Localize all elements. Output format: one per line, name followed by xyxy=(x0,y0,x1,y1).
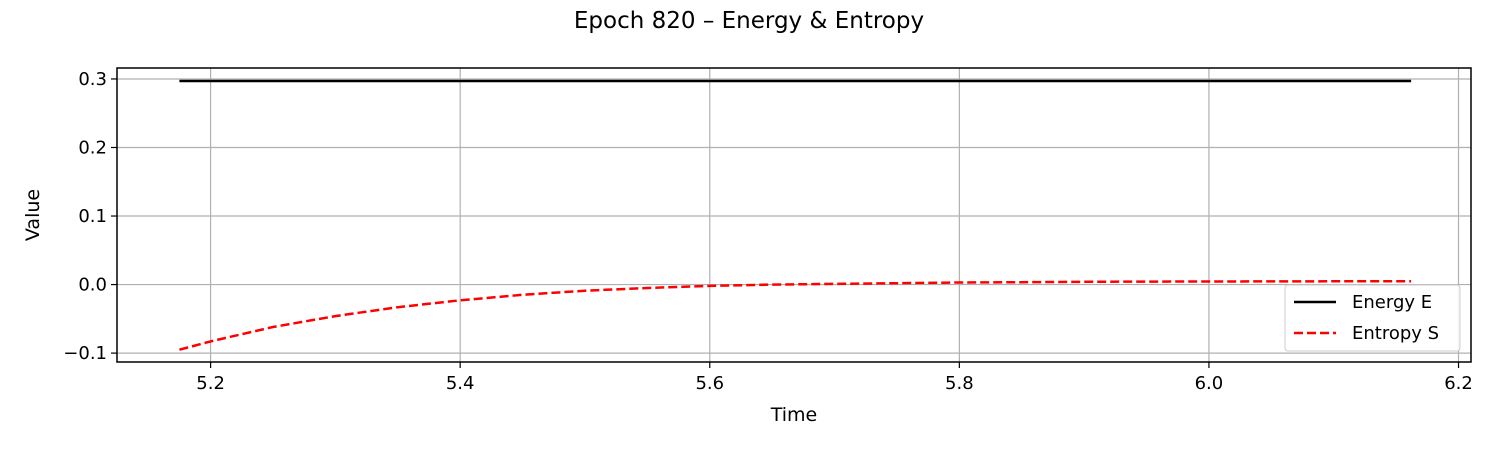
y-axis-title: Value xyxy=(22,189,44,241)
chart-title: Epoch 820 – Energy & Entropy xyxy=(574,8,924,34)
x-tick-label: 5.6 xyxy=(695,373,724,394)
grid-lines xyxy=(117,68,1471,362)
y-tick-label: 0.0 xyxy=(78,275,107,296)
y-axis: −0.1 0.0 0.1 0.2 0.3 xyxy=(63,69,117,364)
y-tick-label: −0.1 xyxy=(63,343,107,364)
legend: Energy E Entropy S xyxy=(1284,284,1461,352)
y-tick-label: 0.2 xyxy=(78,137,107,158)
legend-label-entropy: Entropy S xyxy=(1352,323,1439,344)
x-tick-label: 5.4 xyxy=(446,373,475,394)
series-line-entropy-s xyxy=(179,280,1412,351)
x-tick-label: 5.8 xyxy=(945,373,974,394)
legend-label-energy: Energy E xyxy=(1352,292,1432,313)
x-tick-label: 6.0 xyxy=(1195,373,1224,394)
x-axis: 5.2 5.4 5.6 5.8 6.0 6.2 xyxy=(196,362,1473,394)
y-tick-label: 0.3 xyxy=(78,69,107,90)
x-tick-label: 6.2 xyxy=(1444,373,1473,394)
x-axis-title: Time xyxy=(770,404,818,426)
series-lines xyxy=(179,79,1412,351)
x-tick-label: 5.2 xyxy=(196,373,225,394)
plot-frame xyxy=(116,67,1472,363)
y-tick-label: 0.1 xyxy=(78,206,107,227)
